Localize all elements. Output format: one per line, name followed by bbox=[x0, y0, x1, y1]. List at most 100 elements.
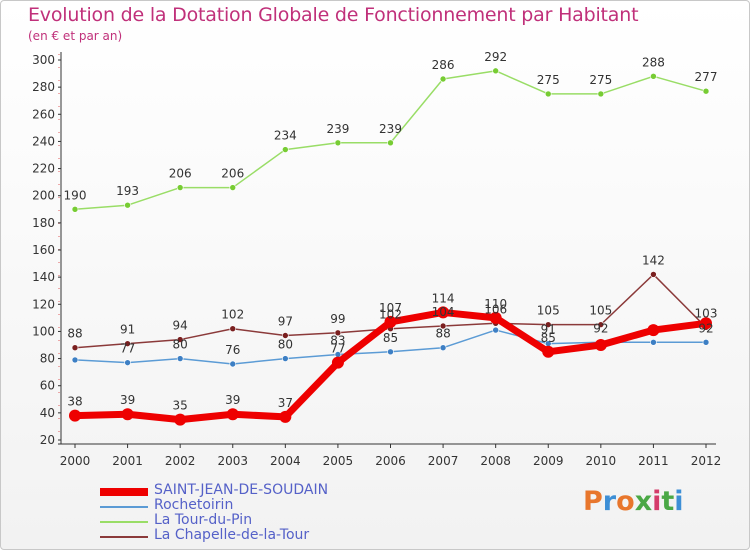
series-point-1 bbox=[439, 344, 447, 352]
data-label: 190 bbox=[64, 188, 87, 202]
x-tick-label: 2006 bbox=[375, 454, 406, 468]
data-label: 94 bbox=[173, 319, 188, 333]
data-label: 37 bbox=[278, 396, 293, 410]
series-point-3 bbox=[650, 271, 657, 278]
data-label: 80 bbox=[278, 338, 293, 352]
data-label: 92 bbox=[698, 321, 713, 335]
series-point-2 bbox=[334, 139, 342, 147]
legend-label: Rochetoirin bbox=[154, 497, 234, 513]
logo-letter: t bbox=[661, 486, 675, 517]
data-label: 91 bbox=[120, 323, 135, 337]
line-chart: 20 40 60 80 100 120 140 160 180 200 220 240 260 280 30… bbox=[32, 50, 722, 468]
data-label: 110 bbox=[484, 297, 507, 311]
x-tick-label: 2009 bbox=[533, 454, 564, 468]
y-tick-label: 60 bbox=[40, 379, 55, 393]
data-label: 77 bbox=[330, 342, 345, 356]
series-point-2 bbox=[124, 201, 131, 209]
y-tick-label: 40 bbox=[40, 406, 55, 420]
series-point-0 bbox=[121, 408, 134, 421]
y-tick-label: 260 bbox=[32, 107, 55, 121]
data-label: 77 bbox=[120, 342, 135, 356]
y-tick-label: 220 bbox=[32, 162, 55, 176]
series-point-1 bbox=[229, 360, 237, 368]
x-tick-label: 2003 bbox=[217, 454, 248, 468]
series-point-2 bbox=[176, 184, 184, 191]
y-tick-label: 240 bbox=[32, 134, 55, 148]
y-tick-label: 280 bbox=[32, 80, 55, 94]
x-tick-label: 2012 bbox=[691, 454, 722, 468]
series-point-3 bbox=[282, 332, 289, 339]
y-tick-label: 80 bbox=[40, 352, 55, 366]
series-point-1 bbox=[124, 359, 131, 366]
data-label: 80 bbox=[173, 338, 188, 352]
series-point-2 bbox=[702, 87, 710, 95]
legend-label: La Chapelle-de-la-Tour bbox=[154, 527, 310, 543]
y-tick-label: 20 bbox=[40, 433, 55, 447]
data-label: 104 bbox=[432, 305, 455, 319]
data-label: 83 bbox=[330, 334, 345, 348]
data-label: 35 bbox=[173, 399, 188, 413]
data-label: 206 bbox=[169, 167, 192, 181]
legend-swatch bbox=[100, 536, 148, 538]
series-point-0 bbox=[489, 311, 502, 324]
series-point-3 bbox=[544, 321, 552, 328]
legend-swatch bbox=[100, 506, 148, 508]
data-label: 107 bbox=[379, 301, 402, 315]
data-label: 288 bbox=[642, 55, 665, 69]
data-label: 85 bbox=[383, 331, 398, 345]
y-tick-label: 120 bbox=[32, 297, 55, 311]
data-label: 38 bbox=[67, 395, 82, 409]
series-point-3 bbox=[71, 344, 79, 352]
data-label: 85 bbox=[541, 331, 556, 345]
series-point-3 bbox=[176, 336, 184, 343]
y-tick-label: 140 bbox=[32, 270, 55, 284]
data-label: 92 bbox=[593, 321, 608, 335]
x-tick-label: 2004 bbox=[270, 454, 301, 468]
data-label: 102 bbox=[379, 308, 402, 322]
series-point-3 bbox=[229, 325, 237, 333]
logo-letter: r bbox=[602, 486, 617, 517]
data-label: 286 bbox=[432, 58, 455, 72]
series-point-0 bbox=[700, 317, 712, 330]
series-point-0 bbox=[69, 409, 81, 422]
data-label: 275 bbox=[589, 73, 612, 87]
y-tick-label: 160 bbox=[32, 243, 55, 257]
series-point-3 bbox=[124, 340, 131, 347]
data-label: 99 bbox=[330, 312, 345, 326]
series-point-1 bbox=[702, 338, 710, 346]
data-label: 142 bbox=[642, 253, 665, 267]
data-label: 76 bbox=[225, 343, 240, 357]
logo-letter: i bbox=[652, 486, 662, 517]
data-label: 103 bbox=[695, 306, 718, 320]
series-point-2 bbox=[282, 146, 289, 153]
x-tick-label: 2011 bbox=[638, 454, 669, 468]
logo-letter: P bbox=[583, 486, 603, 517]
data-label: 102 bbox=[221, 308, 244, 322]
chart-title: Evolution de la Dotation Globale de Fonc… bbox=[28, 4, 639, 26]
proxiti-logo: Proxiti bbox=[583, 486, 684, 517]
series-point-2 bbox=[544, 90, 552, 98]
data-label: 105 bbox=[537, 304, 560, 318]
x-tick-label: 2001 bbox=[112, 454, 143, 468]
series-point-0 bbox=[331, 356, 344, 369]
data-label: 39 bbox=[120, 393, 135, 407]
series-point-0 bbox=[542, 345, 555, 358]
y-tick-label: 300 bbox=[32, 53, 55, 67]
data-label: 206 bbox=[221, 167, 244, 181]
data-label: 114 bbox=[432, 291, 455, 305]
series-point-0 bbox=[226, 408, 239, 421]
y-tick-label: 200 bbox=[32, 189, 55, 203]
series-point-2 bbox=[492, 67, 499, 75]
x-tick-label: 2005 bbox=[323, 454, 354, 468]
legend-label: SAINT-JEAN-DE-SOUDAIN bbox=[154, 482, 329, 498]
series-point-0 bbox=[174, 413, 187, 426]
x-tick-label: 2002 bbox=[165, 454, 196, 468]
data-label: 193 bbox=[116, 184, 139, 198]
data-label: 88 bbox=[67, 327, 82, 341]
logo-letter: i bbox=[674, 486, 684, 517]
data-label: 106 bbox=[484, 302, 507, 316]
data-label: 239 bbox=[326, 122, 349, 136]
data-label: 97 bbox=[278, 315, 293, 329]
series-point-1 bbox=[282, 355, 289, 362]
